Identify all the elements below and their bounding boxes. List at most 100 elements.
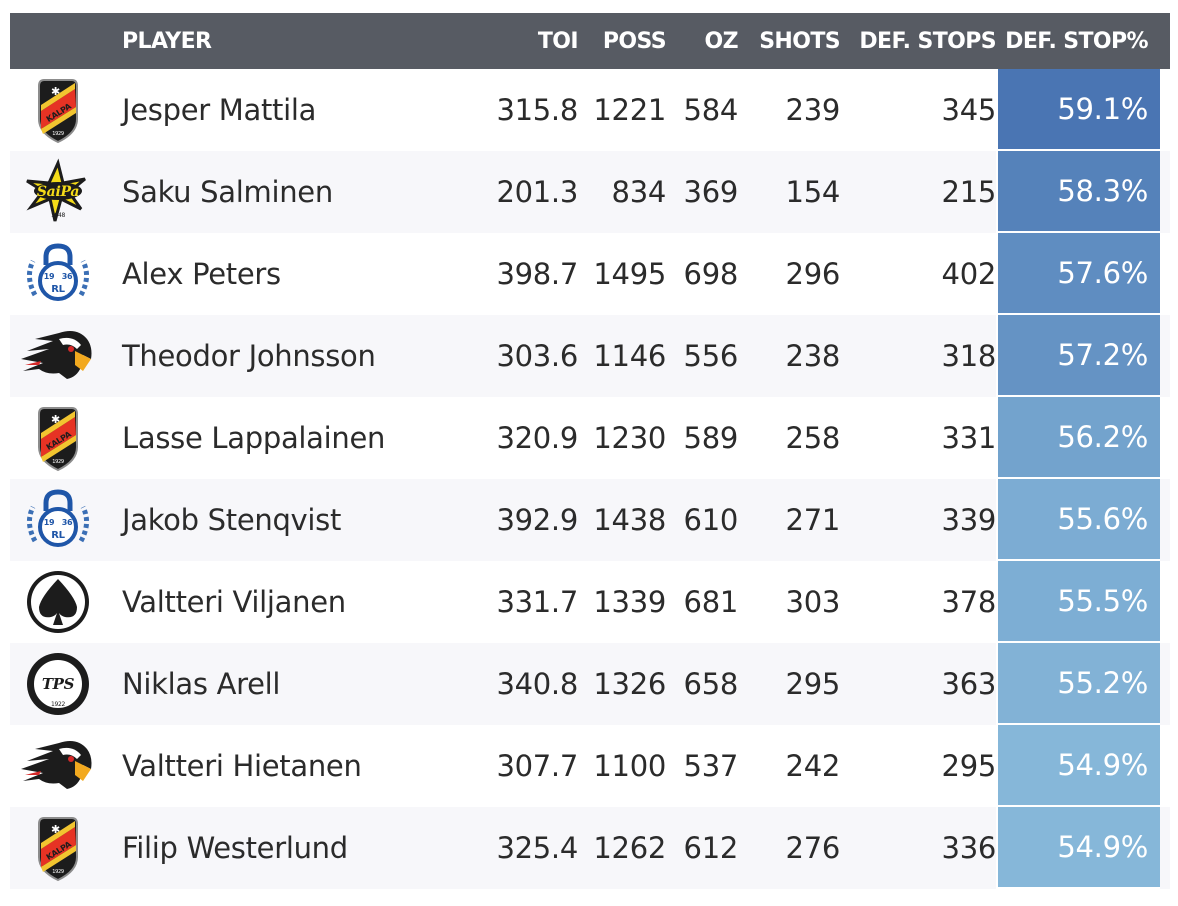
def-stops-cell: 345 [941, 93, 997, 127]
poss-cell: 1221 [593, 93, 666, 127]
def-stops-cell: 215 [941, 175, 997, 209]
player-name: Lasse Lappalainen [122, 421, 386, 455]
spade-logo [10, 561, 106, 643]
svg-text:1922: 1922 [51, 701, 66, 708]
oz-cell: 698 [683, 257, 739, 291]
table-row: 19 36 RL Jakob Stenqvist 392.9 1438 610 271 3… [10, 479, 1170, 561]
svg-text:✱: ✱ [51, 823, 60, 836]
player-name: Theodor Johnsson [122, 339, 376, 373]
def-stop-pct-cell: 59.1% [996, 69, 1160, 151]
oz-cell: 612 [683, 831, 739, 865]
def-stop-pct-cell: 57.2% [996, 315, 1160, 397]
def-stops-cell: 331 [941, 421, 997, 455]
header-def-stop-pct[interactable]: DEF. STOP% [1005, 28, 1148, 54]
shots-cell: 271 [785, 503, 841, 537]
header-def-stops[interactable]: DEF. STOPS [859, 28, 996, 54]
def-stops-cell: 339 [941, 503, 997, 537]
player-name: Valtteri Hietanen [122, 749, 362, 783]
def-stops-cell: 378 [941, 585, 997, 619]
eagle-logo [10, 725, 106, 807]
poss-cell: 1326 [593, 667, 666, 701]
player-name: Jakob Stenqvist [122, 503, 342, 537]
shots-cell: 276 [785, 831, 841, 865]
table-row: KALPA ✱ 1929 Jesper Mattila 315.8 1221 584 2… [10, 69, 1170, 151]
def-stop-pct-cell: 55.6% [996, 479, 1160, 561]
def-stops-cell: 402 [941, 257, 997, 291]
svg-text:1948: 1948 [51, 212, 66, 219]
table-row: Theodor Johnsson 303.6 1146 556 238 318 57.2% [10, 315, 1170, 397]
svg-text:1929: 1929 [52, 131, 64, 137]
oz-cell: 681 [683, 585, 739, 619]
svg-text:RL: RL [51, 284, 65, 295]
shots-cell: 238 [785, 339, 841, 373]
shots-cell: 303 [785, 585, 841, 619]
oz-cell: 556 [683, 339, 739, 373]
toi-cell: 392.9 [496, 503, 578, 537]
poss-cell: 834 [611, 175, 667, 209]
table-row: KALPA ✱ 1929 Filip Westerlund 325.4 1262 61… [10, 807, 1170, 889]
svg-text:SaiPa: SaiPa [37, 184, 79, 200]
def-stops-cell: 336 [941, 831, 997, 865]
poss-cell: 1495 [593, 257, 666, 291]
header-toi[interactable]: TOI [537, 28, 579, 54]
tps-logo: TPS 1922 [10, 643, 106, 725]
toi-cell: 398.7 [496, 257, 578, 291]
lukko-logo: 19 36 RL [10, 479, 106, 561]
player-name: Jesper Mattila [122, 93, 317, 127]
def-stop-pct-cell: 57.6% [996, 233, 1160, 315]
poss-cell: 1146 [593, 339, 666, 373]
svg-text:19: 19 [44, 272, 55, 281]
poss-cell: 1230 [593, 421, 666, 455]
oz-cell: 584 [683, 93, 739, 127]
toi-cell: 331.7 [496, 585, 578, 619]
svg-text:19: 19 [44, 518, 55, 527]
def-stops-cell: 318 [941, 339, 997, 373]
table-body: KALPA ✱ 1929 Jesper Mattila 315.8 1221 584 2… [10, 69, 1170, 889]
svg-text:36: 36 [62, 518, 73, 527]
svg-text:RL: RL [51, 530, 65, 541]
def-stops-cell: 363 [941, 667, 997, 701]
svg-text:TPS: TPS [42, 675, 75, 693]
svg-text:1929: 1929 [52, 869, 64, 875]
shots-cell: 258 [785, 421, 841, 455]
oz-cell: 369 [683, 175, 739, 209]
player-name: Niklas Arell [122, 667, 281, 701]
oz-cell: 537 [683, 749, 739, 783]
poss-cell: 1339 [593, 585, 666, 619]
lukko-logo: 19 36 RL [10, 233, 106, 315]
table-row: 19 36 RL Alex Peters 398.7 1495 698 296 402 57… [10, 233, 1170, 315]
eagle-logo [10, 315, 106, 397]
def-stop-pct-cell: 55.2% [996, 643, 1160, 725]
player-name: Filip Westerlund [122, 831, 348, 865]
def-stop-pct-cell: 58.3% [996, 151, 1160, 233]
table-row: KALPA ✱ 1929 Lasse Lappalainen 320.9 1230 5… [10, 397, 1170, 479]
kalpa-logo: KALPA ✱ 1929 [10, 69, 106, 151]
header-oz[interactable]: OZ [704, 28, 739, 54]
player-name: Saku Salminen [122, 175, 333, 209]
toi-cell: 320.9 [496, 421, 578, 455]
oz-cell: 658 [683, 667, 739, 701]
def-stop-pct-cell: 54.9% [996, 807, 1160, 889]
shots-cell: 296 [785, 257, 841, 291]
table-row: SaiPa 1948 Saku Salminen 201.3 834 369 154 21… [10, 151, 1170, 233]
svg-text:✱: ✱ [51, 413, 60, 426]
header-shots[interactable]: SHOTS [759, 28, 840, 54]
header-player[interactable]: PLAYER [122, 28, 212, 54]
svg-text:✱: ✱ [51, 85, 60, 98]
table-row: Valtteri Viljanen 331.7 1339 681 303 378 55.5% [10, 561, 1170, 643]
toi-cell: 325.4 [496, 831, 578, 865]
table-row: TPS 1922 Niklas Arell 340.8 1326 658 295 363 5… [10, 643, 1170, 725]
kalpa-logo: KALPA ✱ 1929 [10, 807, 106, 889]
def-stops-cell: 295 [941, 749, 997, 783]
table-header: PLAYER TOI POSS OZ SHOTS DEF. STOPS DEF.… [10, 13, 1170, 69]
poss-cell: 1438 [593, 503, 666, 537]
header-poss[interactable]: POSS [602, 28, 667, 54]
def-stop-pct-cell: 56.2% [996, 397, 1160, 479]
def-stop-pct-cell: 54.9% [996, 725, 1160, 807]
toi-cell: 307.7 [496, 749, 578, 783]
shots-cell: 242 [785, 749, 841, 783]
shots-cell: 154 [785, 175, 841, 209]
saipa-logo: SaiPa 1948 [10, 151, 106, 233]
def-stop-pct-cell: 55.5% [996, 561, 1160, 643]
stats-table: PLAYER TOI POSS OZ SHOTS DEF. STOPS DEF.… [10, 13, 1170, 889]
